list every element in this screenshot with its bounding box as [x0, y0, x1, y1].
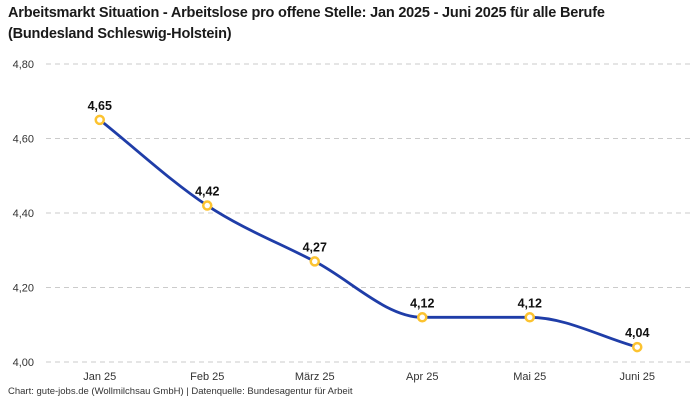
y-axis-tick-label: 4,20: [13, 283, 34, 295]
data-point-label: 4,65: [88, 99, 112, 113]
data-point-marker: [202, 200, 213, 211]
x-axis-tick-label: Juni 25: [620, 371, 655, 383]
chart-attribution: Chart: gute-jobs.de (Wollmilchsau GmbH) …: [8, 386, 353, 397]
data-point-marker: [94, 114, 105, 126]
data-point-label: 4,27: [303, 240, 327, 254]
chart-title: Arbeitsmarkt Situation - Arbeitslose pro…: [8, 5, 605, 42]
data-point-marker: [632, 341, 643, 353]
series-line: [98, 118, 639, 349]
data-point-label: 4,12: [518, 296, 542, 310]
x-axis-tick-label: Apr 25: [406, 371, 438, 383]
data-point-marker: [524, 312, 535, 323]
data-point-label: 4,12: [410, 296, 434, 310]
data-point-label: 4,42: [195, 185, 219, 199]
y-axis-tick-label: 4,80: [13, 59, 34, 71]
x-axis-tick-label: Jan 25: [83, 371, 116, 383]
x-axis-tick-label: Mai 25: [513, 371, 546, 383]
data-point-marker: [309, 256, 320, 267]
x-axis-tick-label: Feb 25: [190, 371, 224, 383]
y-axis-tick-label: 4,60: [13, 134, 34, 146]
data-point-marker: [417, 312, 428, 323]
x-axis-tick-label: März 25: [295, 371, 335, 383]
data-point-label: 4,04: [625, 326, 649, 340]
y-axis-tick-label: 4,40: [13, 208, 34, 220]
y-axis-tick-label: 4,00: [13, 357, 34, 369]
